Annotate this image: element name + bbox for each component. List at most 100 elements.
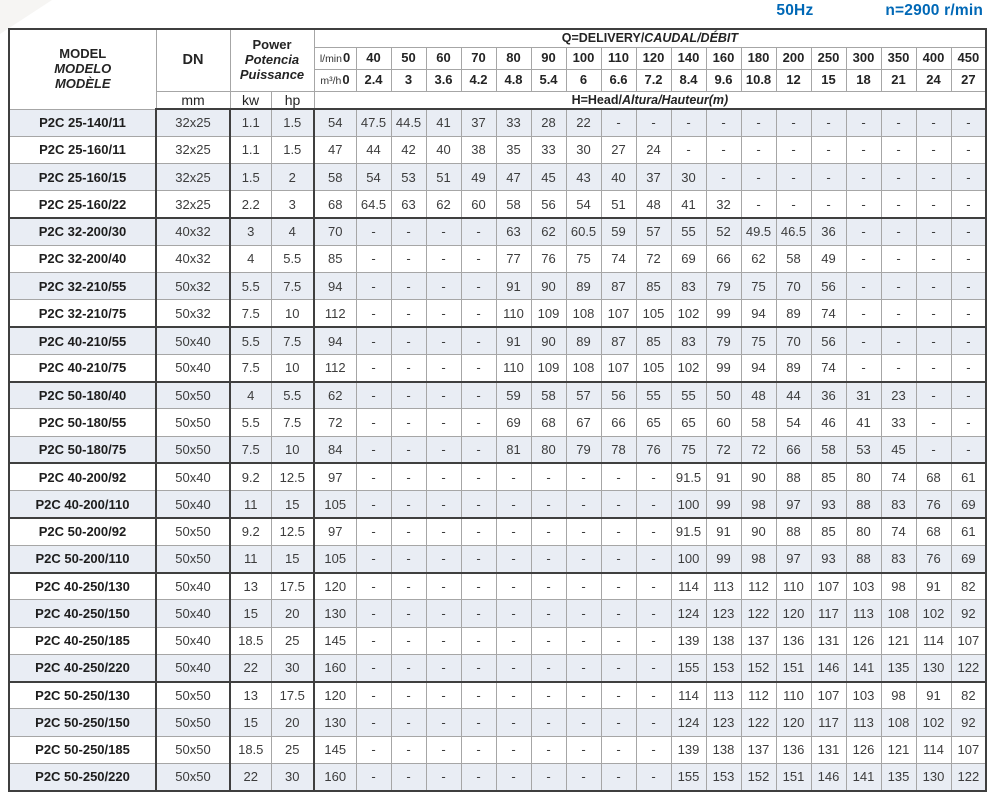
dn-cell: 50x40	[155, 626, 231, 655]
head-value-cell: -	[355, 435, 392, 464]
model-cell: P2C 50-250/150	[8, 708, 157, 737]
head-value-cell: 153	[705, 653, 742, 683]
head-value-cell: 146	[810, 762, 847, 792]
head-value-cell: 102	[915, 599, 952, 628]
flow-m3h-value: 24	[915, 68, 952, 92]
flow-lmin-value: 160	[705, 46, 742, 70]
head-value-cell: 46	[810, 408, 847, 437]
head-value-cell: 98	[880, 680, 917, 710]
head-value-cell: -	[950, 108, 987, 137]
head-value-cell: 122	[950, 762, 987, 792]
flow-m3h-value: 2.4	[355, 68, 392, 92]
head-value-cell: 102	[670, 299, 707, 328]
head-value-cell: 47.5	[355, 108, 392, 137]
head-value-cell: -	[565, 708, 602, 737]
kw-cell: 15	[229, 708, 272, 737]
head-value-cell: -	[460, 299, 497, 328]
kw-cell: 11	[229, 544, 272, 574]
head-value-cell: 99	[705, 299, 742, 328]
head-value-cell: 56	[600, 380, 637, 410]
head-value-cell: 60	[705, 408, 742, 437]
head-value-cell: -	[915, 272, 952, 301]
pump-performance-table: MODEL MODELO MODÈLE DN Power Potencia Pu…	[8, 28, 988, 792]
dn-cell: 50x50	[155, 762, 231, 792]
head-value-cell: 91	[705, 462, 742, 492]
head-value-cell: 65	[670, 408, 707, 437]
dn-cell: 50x40	[155, 653, 231, 683]
head-value-cell: 40	[425, 135, 462, 165]
head-value-cell: 131	[810, 735, 847, 764]
table-row: P2C 32-200/30 40x32 3 4 70- - - -63 62 60.5 59 57 55…	[8, 217, 987, 246]
kw-cell: 1.5	[229, 163, 272, 192]
head-value-cell: 100	[670, 544, 707, 574]
head-value-cell: -	[355, 217, 392, 246]
head-value-cell: 120	[775, 708, 812, 737]
head-value-cell: 120	[313, 680, 357, 710]
head-value-cell: 38	[460, 135, 497, 165]
flow-lmin-value: 250	[810, 46, 847, 70]
head-value-cell: 72	[313, 408, 357, 437]
hp-cell: 7.5	[270, 272, 316, 301]
head-value-cell: -	[390, 653, 427, 683]
head-value-cell: 135	[880, 762, 917, 792]
hp-cell: 4	[270, 217, 316, 246]
head-value-cell: 79	[705, 326, 742, 355]
head-value-cell: 65	[635, 408, 672, 437]
head-value-cell: -	[530, 516, 567, 546]
head-value-cell: -	[425, 571, 462, 601]
table-row: P2C 50-250/130 50x50 13 17.5 120- - - - - - - - -114…	[8, 680, 987, 710]
head-value-cell: 83	[880, 490, 917, 519]
table-row: P2C 25-140/11 32x25 1.1 1.5 54 47.5 44.5 41 37 33…	[8, 108, 987, 137]
head-value-cell: -	[565, 490, 602, 519]
header-row-units: mm kw hp H=Head/Altura/Hauteur(m)	[9, 90, 987, 110]
dn-unit-header: mm	[155, 90, 231, 110]
head-value-cell: -	[600, 626, 637, 655]
head-value-cell: -	[495, 626, 532, 655]
head-value-cell: -	[425, 326, 462, 355]
head-value-cell: 90	[530, 326, 567, 355]
head-value-cell: 87	[600, 326, 637, 355]
head-value-cell: 58	[810, 435, 847, 464]
head-value-cell: 97	[313, 462, 357, 492]
head-value-cell: -	[390, 735, 427, 764]
head-value-cell: -	[425, 653, 462, 683]
head-value-cell: 55	[670, 217, 707, 246]
head-value-cell: 103	[845, 571, 882, 601]
head-value-cell: 84	[313, 435, 357, 464]
model-cell: P2C 40-210/55	[8, 326, 157, 355]
head-value-cell: 107	[950, 626, 987, 655]
kw-cell: 18.5	[229, 735, 272, 764]
head-value-cell: -	[810, 190, 847, 219]
head-value-cell: 64.5	[355, 190, 392, 219]
head-value-cell: 94	[313, 272, 357, 301]
head-value-cell: -	[915, 326, 952, 355]
model-cell: P2C 40-250/130	[8, 571, 157, 601]
head-value-cell: -	[915, 217, 952, 246]
head-value-cell: -	[565, 571, 602, 601]
head-value-cell: 76	[915, 490, 952, 519]
hp-cell: 1.5	[270, 135, 316, 165]
head-value-cell: -	[390, 272, 427, 301]
head-value-cell: -	[845, 190, 882, 219]
head-value-cell: -	[355, 735, 392, 764]
head-value-cell: -	[355, 490, 392, 519]
head-value-cell: -	[880, 299, 917, 328]
kw-cell: 5.5	[229, 326, 272, 355]
head-value-cell: 45	[880, 435, 917, 464]
flow-lmin-value: 350	[880, 46, 917, 70]
head-value-cell: -	[950, 163, 987, 192]
head-value-cell: 66	[600, 408, 637, 437]
head-value-cell: -	[530, 544, 567, 574]
head-value-cell: -	[880, 353, 917, 383]
head-value-cell: 94	[313, 326, 357, 355]
head-value-cell: -	[390, 762, 427, 792]
model-cell: P2C 25-160/15	[8, 163, 157, 192]
head-value-cell: -	[880, 244, 917, 274]
model-cell: P2C 50-200/92	[8, 516, 157, 546]
head-value-cell: 108	[880, 599, 917, 628]
head-value-cell: 44	[775, 380, 812, 410]
head-value-cell: -	[600, 544, 637, 574]
head-value-cell: -	[530, 490, 567, 519]
head-value-cell: 153	[705, 762, 742, 792]
head-value-cell: 66	[775, 435, 812, 464]
